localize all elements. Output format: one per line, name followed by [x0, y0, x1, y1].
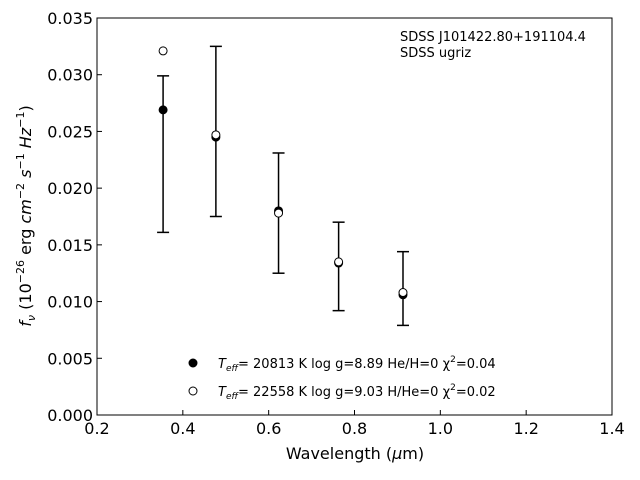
- y-tick-label: 0.030: [47, 66, 93, 85]
- legend-label: Teff= 20813 K log g=8.89 He/H=0 χ2=0.04: [218, 355, 496, 374]
- model-point-filled: [158, 105, 168, 115]
- y-tick-label: 0.015: [47, 236, 93, 255]
- y-tick-label: 0.020: [47, 179, 93, 198]
- legend: Teff= 20813 K log g=8.89 He/H=0 χ2=0.04 T…: [188, 355, 496, 402]
- legend-label: Teff= 22558 K log g=9.03 H/He=0 χ2=0.02: [218, 383, 496, 402]
- data-markers: [158, 46, 408, 300]
- model-point-open: [211, 130, 221, 140]
- x-tick-label: 1.2: [513, 419, 538, 438]
- x-tick-label: 0.6: [256, 419, 281, 438]
- y-tick-label: 0.010: [47, 293, 93, 312]
- x-axis-ticks: 0.2 0.4 0.6 0.8 1.0 1.2 1.4: [84, 410, 625, 438]
- object-name-annotation: SDSS J101422.80+191104.4: [400, 30, 586, 45]
- plot-frame: [96, 17, 613, 416]
- x-tick-label: 0.4: [170, 419, 195, 438]
- x-tick-label: 1.4: [599, 419, 624, 438]
- model-point-open: [334, 257, 344, 267]
- x-tick-label: 0.8: [342, 419, 367, 438]
- x-tick-label: 0.2: [84, 419, 109, 438]
- y-tick-label: 0.035: [47, 9, 93, 28]
- filter-set-annotation: SDSS ugriz: [400, 46, 471, 61]
- y-tick-label: 0.005: [47, 349, 93, 368]
- y-axis-label: fν (10−26 erg cm−2 s−1 Hz−1): [14, 105, 38, 326]
- model-point-open: [158, 46, 168, 56]
- y-tick-label: 0.025: [47, 122, 93, 141]
- model-point-open: [398, 287, 408, 297]
- y-axis-ticks: 0.000 0.005 0.010 0.015 0.020 0.025 0.030 0.035: [47, 9, 102, 425]
- legend-marker: [188, 358, 198, 368]
- x-axis-label: Wavelength (μm): [286, 444, 424, 463]
- legend-marker: [188, 386, 198, 396]
- y-tick-label: 0.000: [47, 406, 93, 425]
- model-point-open: [274, 208, 284, 218]
- error-bars: [157, 45, 409, 327]
- x-tick-label: 1.0: [428, 419, 453, 438]
